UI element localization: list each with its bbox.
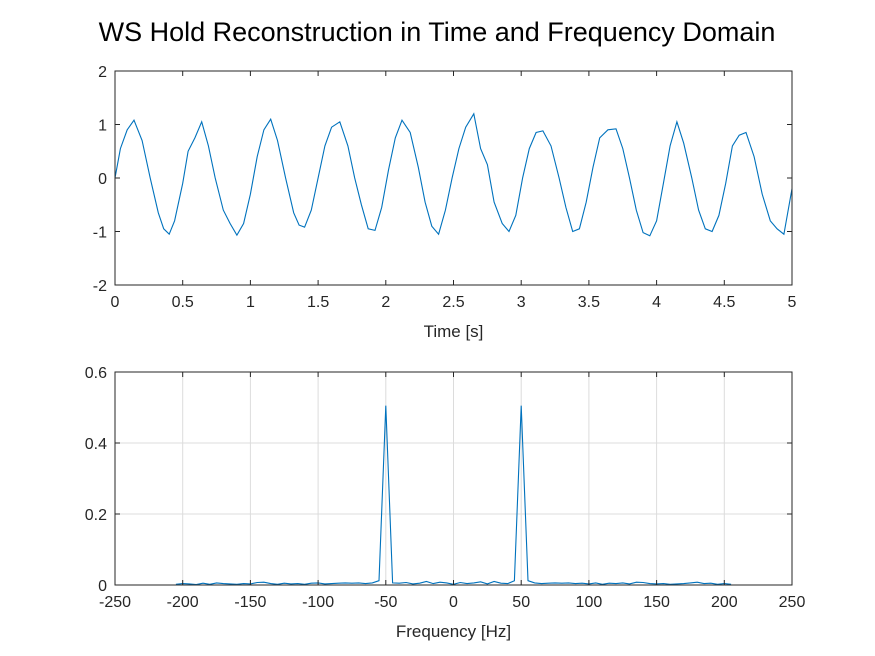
time-y-tick-label: -1 [93, 225, 107, 242]
freq-x-tick-label: 50 [512, 594, 530, 611]
time-x-tick-label: 3 [517, 294, 526, 311]
time-y-tick-label: 1 [98, 118, 107, 135]
freq-y-tick-label: 0.6 [85, 365, 107, 382]
freq-x-tick-label: -50 [374, 594, 397, 611]
time-x-tick-label: 0.5 [172, 294, 194, 311]
time-y-tick-label: 0 [98, 171, 107, 188]
figure-title: WS Hold Reconstruction in Time and Frequ… [99, 17, 776, 47]
freq-x-tick-label: 200 [711, 594, 738, 611]
time-x-tick-label: 2.5 [442, 294, 464, 311]
time-x-tick-label: 2 [381, 294, 390, 311]
frequency-domain-axes: -250 -200 -150 -100 -50 0 50 100 150 200 250 0 0.2 0.… [85, 365, 806, 641]
freq-x-axis-label: Frequency [Hz] [396, 622, 511, 641]
time-x-axis-label: Time [s] [424, 322, 484, 341]
freq-y-tick-label: 0.4 [85, 436, 107, 453]
freq-x-tick-label: -200 [167, 594, 199, 611]
time-x-tick-label: 4.5 [713, 294, 735, 311]
freq-y-tick-label: 0 [98, 578, 107, 595]
time-x-tick-label: 3.5 [578, 294, 600, 311]
freq-x-tick-label: 250 [779, 594, 806, 611]
freq-x-tick-label: -250 [99, 594, 131, 611]
freq-x-tick-label: 100 [576, 594, 603, 611]
time-x-tick-label: 5 [788, 294, 797, 311]
time-x-tick-label: 1.5 [307, 294, 329, 311]
freq-x-tick-label: -150 [234, 594, 266, 611]
freq-x-tick-label: 150 [643, 594, 670, 611]
time-y-tick-label: -2 [93, 278, 107, 295]
time-y-tick-label: 2 [98, 64, 107, 81]
time-x-tick-label: 1 [246, 294, 255, 311]
time-x-tick-label: 4 [652, 294, 661, 311]
time-x-tick-label: 0 [111, 294, 120, 311]
time-series-line [114, 112, 793, 237]
freq-x-tick-label: -100 [302, 594, 334, 611]
freq-x-tick-label: 0 [449, 594, 458, 611]
time-domain-axes: 0 0.5 1 1.5 2 2.5 3 3.5 4 4.5 5 -2 -1 0 1 2 Time [s] [93, 64, 797, 341]
freq-y-tick-label: 0.2 [85, 507, 107, 524]
